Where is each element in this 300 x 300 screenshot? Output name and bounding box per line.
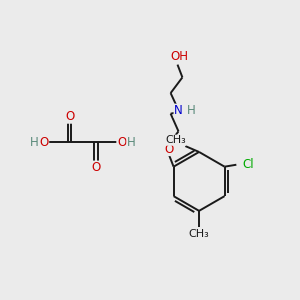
Text: O: O (164, 142, 173, 155)
Text: N: N (174, 104, 183, 117)
Text: H: H (127, 136, 136, 148)
Text: O: O (65, 110, 74, 123)
Text: H: H (30, 136, 39, 148)
Text: O: O (117, 136, 126, 148)
Text: H: H (187, 104, 196, 117)
Text: CH₃: CH₃ (165, 135, 186, 145)
Text: O: O (39, 136, 49, 148)
Text: Cl: Cl (242, 158, 254, 171)
Text: CH₃: CH₃ (189, 230, 209, 239)
Text: OH: OH (170, 50, 188, 63)
Text: O: O (92, 161, 100, 174)
